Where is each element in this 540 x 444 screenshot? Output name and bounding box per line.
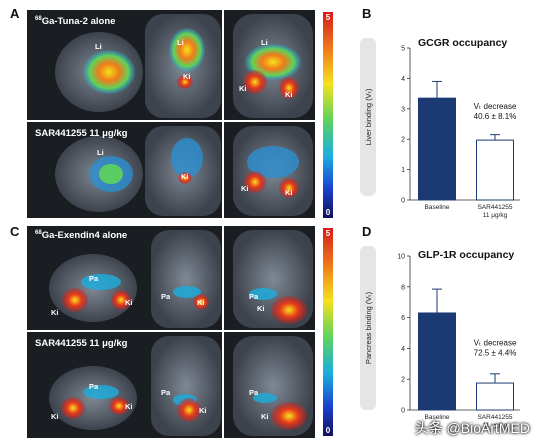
organ-label: Li bbox=[97, 148, 104, 157]
y-tick-label: 2 bbox=[401, 137, 405, 144]
y-tick-label: 2 bbox=[401, 377, 405, 384]
colorbar-max: 5 bbox=[325, 229, 331, 238]
panel-letter-c: C bbox=[10, 224, 20, 239]
y-tick-label: 4 bbox=[401, 346, 405, 353]
organ-label: Ki bbox=[199, 406, 207, 415]
y-axis-label: Pancreas binding (Vₜ) bbox=[364, 291, 373, 364]
pet-ct-image bbox=[49, 226, 313, 330]
organ-label: Ki bbox=[257, 304, 265, 313]
pet-ct-image bbox=[55, 10, 313, 120]
annotation-text: 40.6 ± 8.1% bbox=[474, 112, 517, 121]
colorbar-min: 0 bbox=[325, 426, 331, 435]
x-tick-label: SAR441255 bbox=[477, 204, 512, 211]
pet-ct-scan-a1: 68Ga-Tuna-2 alone Li Li Ki Li Ki Ki bbox=[27, 10, 315, 120]
colorbar-a: 5 0 bbox=[323, 12, 333, 218]
organ-label: Ki bbox=[181, 172, 189, 181]
organ-label: Pa bbox=[89, 382, 99, 391]
scan-label-a2: SAR441255 11 μg/kg bbox=[35, 128, 128, 139]
y-tick-label: 6 bbox=[401, 315, 405, 322]
x-tick-label: Baseline bbox=[425, 204, 450, 211]
organ-label: Pa bbox=[249, 292, 259, 301]
organ-label: Ki bbox=[183, 72, 191, 81]
x-tick-label: 11 μg/kg bbox=[483, 212, 508, 219]
y-tick-label: 10 bbox=[397, 254, 405, 261]
y-tick-label: 8 bbox=[401, 284, 405, 291]
pet-ct-scan-c1: 68Ga-Exendin4 alone Pa Ki Ki Pa Ki Pa Ki bbox=[27, 226, 315, 330]
panel-letter-a: A bbox=[10, 6, 20, 21]
organ-label: Pa bbox=[161, 388, 171, 397]
organ-label: Ki bbox=[241, 184, 249, 193]
y-tick-label: 0 bbox=[401, 198, 405, 205]
pet-ct-scan-a2: SAR441255 11 μg/kg Li Ki Ki Ki bbox=[27, 122, 315, 218]
organ-label: Ki bbox=[285, 188, 293, 197]
organ-label: Li bbox=[177, 38, 184, 47]
organ-label: Ki bbox=[125, 402, 133, 411]
x-tick-label: 11 μg/kg bbox=[483, 422, 508, 429]
y-axis-label: Liver binding (Vₜ) bbox=[364, 88, 373, 145]
organ-label: Li bbox=[261, 38, 268, 47]
colorbar-c: 5 0 bbox=[323, 228, 333, 436]
pet-ct-image bbox=[55, 122, 313, 218]
scan-label-a1: 68Ga-Tuna-2 alone bbox=[35, 16, 116, 28]
pet-ct-scan-c2: SAR441255 11 μg/kg Pa Ki Ki Pa Ki Pa Ki bbox=[27, 332, 315, 438]
annotation-text: 72.5 ± 4.4% bbox=[474, 348, 517, 357]
panel-letter-b: B bbox=[362, 6, 372, 21]
watermark: 头条 @BioArtMED bbox=[414, 420, 530, 436]
bar bbox=[418, 312, 456, 411]
chart-title: GCGR occupancy bbox=[418, 37, 507, 49]
y-tick-label: 5 bbox=[401, 46, 405, 53]
organ-label: Ki bbox=[285, 90, 293, 99]
colorbar-max: 5 bbox=[325, 13, 331, 22]
ylabel-strip bbox=[360, 246, 376, 410]
organ-label: Ki bbox=[51, 308, 59, 317]
organ-label: Ki bbox=[197, 298, 205, 307]
pet-ct-image bbox=[49, 332, 313, 438]
x-tick-label: Baseline bbox=[425, 414, 450, 421]
scan-label-c2: SAR441255 11 μg/kg bbox=[35, 338, 128, 349]
organ-label: Ki bbox=[125, 298, 133, 307]
ylabel-strip bbox=[360, 38, 376, 196]
annotation-text: Vₜ decrease bbox=[474, 338, 517, 347]
y-tick-label: 4 bbox=[401, 76, 405, 83]
organ-label: Pa bbox=[161, 292, 171, 301]
organ-label: Pa bbox=[89, 274, 99, 283]
organ-label: Ki bbox=[51, 412, 59, 421]
panel-letter-d: D bbox=[362, 224, 372, 239]
scan-label-c1: 68Ga-Exendin4 alone bbox=[35, 230, 128, 242]
y-tick-label: 1 bbox=[401, 167, 405, 174]
x-tick-label: SAR441255 bbox=[477, 414, 512, 421]
organ-label: Pa bbox=[249, 388, 259, 397]
bar bbox=[476, 382, 514, 411]
organ-label: Ki bbox=[239, 84, 247, 93]
bar bbox=[476, 139, 514, 201]
organ-label: Ki bbox=[261, 412, 269, 421]
colorbar-min: 0 bbox=[325, 208, 331, 217]
y-tick-label: 3 bbox=[401, 106, 405, 113]
chart-title: GLP-1R occupancy bbox=[418, 249, 514, 261]
organ-label: Li bbox=[95, 42, 102, 51]
bar bbox=[418, 97, 456, 201]
y-tick-label: 0 bbox=[401, 408, 405, 415]
annotation-text: Vₜ decrease bbox=[474, 102, 517, 111]
